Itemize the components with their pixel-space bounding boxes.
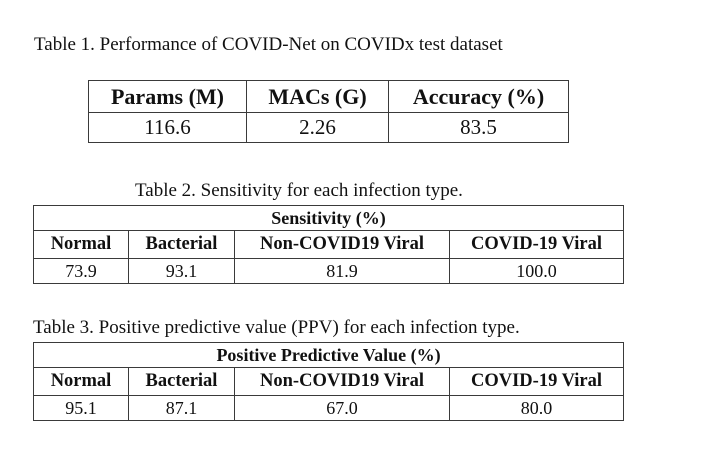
table3-header-row: Normal Bacterial Non-COVID19 Viral COVID…	[33, 367, 625, 396]
table3-ppv: Positive Predictive Value (%) Normal Bac…	[32, 342, 625, 421]
table2-header-normal: Normal	[33, 230, 129, 259]
table1-header-row: Params (M) MACs (G) Accuracy (%)	[88, 80, 569, 113]
table1-header-macs: MACs (G)	[246, 80, 389, 113]
table2-header-row: Normal Bacterial Non-COVID19 Viral COVID…	[33, 230, 624, 259]
table3-value-non-covid19-viral: 67.0	[234, 395, 450, 421]
table2-group-row: Sensitivity (%)	[33, 205, 624, 231]
table1-value-accuracy: 83.5	[388, 112, 569, 143]
table1-caption: Table 1. Performance of COVID-Net on COV…	[34, 34, 503, 55]
table1-header-accuracy: Accuracy (%)	[388, 80, 569, 113]
table3-caption: Table 3. Positive predictive value (PPV)…	[33, 317, 520, 338]
table3-header-bacterial: Bacterial	[128, 367, 235, 396]
table2-value-covid19-viral: 100.0	[449, 258, 624, 284]
table2-value-bacterial: 93.1	[128, 258, 235, 284]
table1-header-params: Params (M)	[88, 80, 247, 113]
table2-value-row: 73.9 93.1 81.9 100.0	[33, 258, 624, 284]
table2-value-non-covid19-viral: 81.9	[234, 258, 450, 284]
table2-header-bacterial: Bacterial	[128, 230, 235, 259]
table3-header-non-covid19-viral: Non-COVID19 Viral	[234, 367, 450, 396]
table3-value-covid19-viral: 80.0	[448, 395, 625, 421]
table1-value-row: 116.6 2.26 83.5	[88, 112, 569, 143]
table2-value-normal: 73.9	[33, 258, 129, 284]
table3-value-row: 95.1 87.1 67.0 80.0	[33, 395, 625, 421]
table2-caption: Table 2. Sensitivity for each infection …	[135, 180, 463, 201]
table1-value-macs: 2.26	[246, 112, 389, 143]
table1-value-params: 116.6	[88, 112, 247, 143]
table3-value-normal: 95.1	[33, 395, 129, 421]
table3-header-normal: Normal	[33, 367, 129, 396]
table2-sensitivity: Sensitivity (%) Normal Bacterial Non-COV…	[33, 205, 624, 284]
table3-value-bacterial: 87.1	[128, 395, 235, 421]
table3-group-row: Positive Predictive Value (%)	[32, 342, 625, 368]
table1-performance: Params (M) MACs (G) Accuracy (%) 116.6 2…	[88, 80, 569, 143]
table2-header-non-covid19-viral: Non-COVID19 Viral	[234, 230, 450, 259]
table2-header-covid19-viral: COVID-19 Viral	[449, 230, 624, 259]
table3-group-header: Positive Predictive Value (%)	[32, 342, 625, 368]
table3-header-covid19-viral: COVID-19 Viral	[448, 367, 625, 396]
table2-group-header: Sensitivity (%)	[33, 205, 624, 231]
